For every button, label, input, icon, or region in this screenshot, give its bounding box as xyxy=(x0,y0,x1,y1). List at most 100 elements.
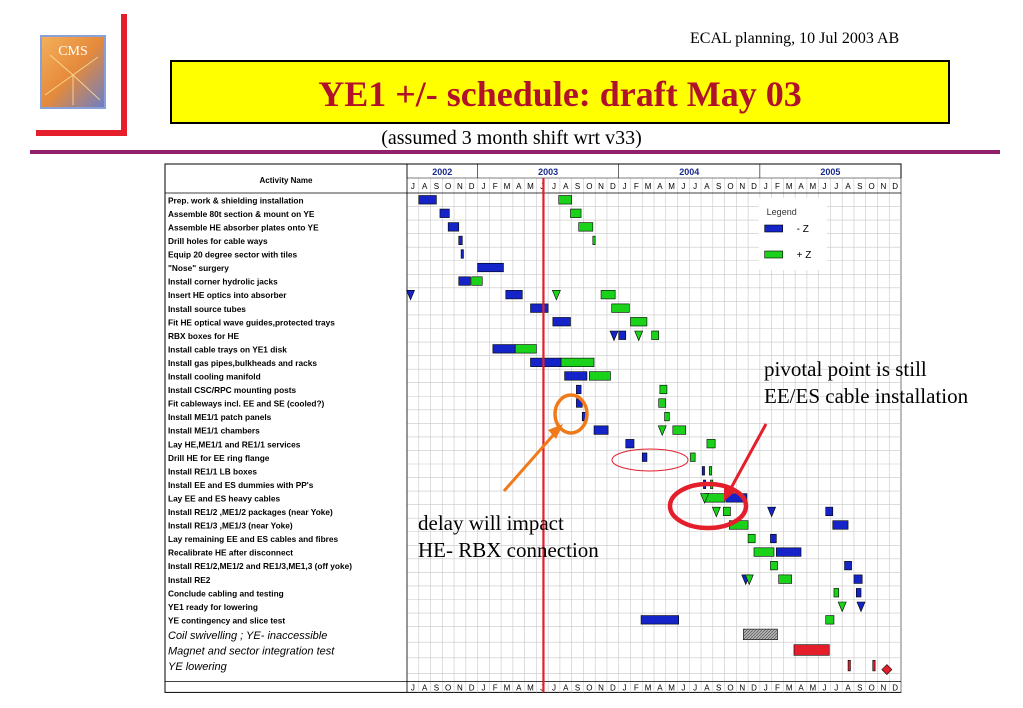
bar-minus-z xyxy=(825,506,834,516)
activity-label: Lay HE,ME1/1 and RE1/1 services xyxy=(168,439,301,449)
month-tick-label-footer: J xyxy=(411,683,415,692)
month-tick-label: O xyxy=(586,182,592,191)
bar-minus-z xyxy=(458,276,471,286)
activity-label: Install source tubes xyxy=(168,304,246,314)
callout-delay-line-2: HE- RBX connection xyxy=(418,538,599,562)
month-tick-label: J xyxy=(552,182,556,191)
month-tick-label: N xyxy=(457,182,463,191)
header-note: ECAL planning, 10 Jul 2003 AB xyxy=(690,30,900,47)
callout-arrowhead-red xyxy=(724,484,736,501)
bar-minus-z xyxy=(625,439,635,449)
bar-plus-z xyxy=(753,547,775,557)
page-title: YE1 +/- schedule: draft May 03 xyxy=(318,74,802,114)
month-tick-label: F xyxy=(493,182,498,191)
month-tick-label-footer: J xyxy=(552,683,556,692)
bar-plus-z xyxy=(592,235,596,245)
bar-plus-z xyxy=(471,276,483,286)
bar-minus-z xyxy=(505,290,523,300)
bar-plus-z xyxy=(560,357,595,367)
month-tick-label: J xyxy=(834,182,838,191)
bar-plus-z xyxy=(600,290,616,300)
activity-label: Install gas pipes,bulkheads and racks xyxy=(168,358,317,368)
bar-minus-z xyxy=(776,547,802,557)
month-tick-label-footer: M xyxy=(786,683,793,692)
bar-plus-z xyxy=(664,411,670,422)
callout-pivotal: pivotal point is still EE/ES cable insta… xyxy=(764,356,968,410)
month-tick-label-footer: O xyxy=(868,683,874,692)
bar-plus-z xyxy=(514,344,537,354)
bar-plus-z xyxy=(825,615,835,625)
bar-minus-z xyxy=(640,615,679,625)
month-tick-label-footer: D xyxy=(892,683,898,692)
month-tick-label-footer: O xyxy=(727,683,733,692)
activity-label: YE1 ready for lowering xyxy=(168,602,258,612)
month-tick-label: J xyxy=(681,182,685,191)
legend-title: Legend xyxy=(767,207,797,217)
bar-minus-z xyxy=(770,533,777,544)
activity-label: Fit HE optical wave guides,protected tra… xyxy=(168,317,335,327)
month-tick-label: N xyxy=(598,182,604,191)
month-tick-label: F xyxy=(634,182,639,191)
month-tick-label: D xyxy=(610,182,616,191)
month-tick-label-footer: A xyxy=(704,683,710,692)
bar-red xyxy=(793,644,830,656)
bar-plus-z xyxy=(611,303,630,313)
activity-label: Assemble HE absorber plates onto YE xyxy=(168,222,319,232)
activity-label: Recalibrate HE after disconnect xyxy=(168,548,293,558)
month-tick-label: J xyxy=(540,182,544,191)
activity-label: Prep. work & shielding installation xyxy=(168,195,304,205)
milestone-minus-z xyxy=(406,290,415,301)
legend-swatch-minus-z xyxy=(764,224,783,233)
activity-label: YE contingency and slice test xyxy=(168,615,285,625)
bar-minus-z xyxy=(832,520,849,530)
month-tick-label: N xyxy=(739,182,745,191)
month-tick-label: S xyxy=(575,182,580,191)
milestone-plus-z xyxy=(744,574,754,586)
month-tick-label: M xyxy=(786,182,793,191)
activity-label: Insert HE optics into absorber xyxy=(168,290,287,300)
year-label: 2004 xyxy=(679,167,699,177)
activity-header: Activity Name xyxy=(260,176,313,185)
divider-line xyxy=(30,150,1000,154)
page-subtitle: (assumed 3 month shift wrt v33) xyxy=(381,127,642,149)
month-tick-label-footer: M xyxy=(809,683,816,692)
milestone-plus-z xyxy=(700,493,710,504)
decorative-red-bar-horizontal xyxy=(36,130,127,136)
year-label: 2005 xyxy=(820,167,840,177)
bar-plus-z xyxy=(578,222,594,232)
month-tick-label: J xyxy=(764,182,768,191)
month-tick-label: A xyxy=(798,182,804,191)
activity-label: Install ME1/1 chambers xyxy=(168,426,260,436)
month-tick-label-footer: S xyxy=(716,683,721,692)
month-tick-label: S xyxy=(716,182,721,191)
callout-ellipse-thin xyxy=(611,448,689,472)
month-tick-label: D xyxy=(469,182,475,191)
activity-label: Install cable trays on YE1 disk xyxy=(168,344,287,354)
bar-minus-z xyxy=(641,452,648,462)
callout-arrowhead-orange xyxy=(548,424,563,439)
month-tick-label: S xyxy=(434,182,439,191)
callout-ellipse-red xyxy=(667,481,749,531)
callout-delay: delay will impact HE- RBX connection xyxy=(418,510,599,564)
activity-label: Install RE1/1 LB boxes xyxy=(168,466,257,476)
bar-minus-z xyxy=(492,344,516,354)
activity-label: Install EE and ES dummies with PP's xyxy=(168,480,314,490)
bar-plus-z xyxy=(723,506,731,516)
month-tick-label: A xyxy=(845,182,851,191)
month-tick-label-footer: D xyxy=(469,683,475,692)
bar-plus-z xyxy=(659,384,668,395)
bar-plus-z xyxy=(630,317,648,327)
bar-minus-z xyxy=(593,425,609,435)
month-tick-label-footer: N xyxy=(880,683,886,692)
month-tick-label: M xyxy=(668,182,675,191)
month-tick-label-footer: M xyxy=(645,683,652,692)
month-tick-label-footer: F xyxy=(493,683,498,692)
bar-plus-z xyxy=(672,425,687,435)
bar-minus-z xyxy=(856,588,862,598)
month-tick-label-footer: N xyxy=(598,683,604,692)
bar-plus-z xyxy=(651,330,660,340)
milestone-diamond xyxy=(881,664,893,676)
title-box: YE1 +/- schedule: draft May 03 xyxy=(170,60,950,124)
month-tick-label: A xyxy=(422,182,428,191)
activity-label: Drill HE for EE ring flange xyxy=(168,453,270,463)
